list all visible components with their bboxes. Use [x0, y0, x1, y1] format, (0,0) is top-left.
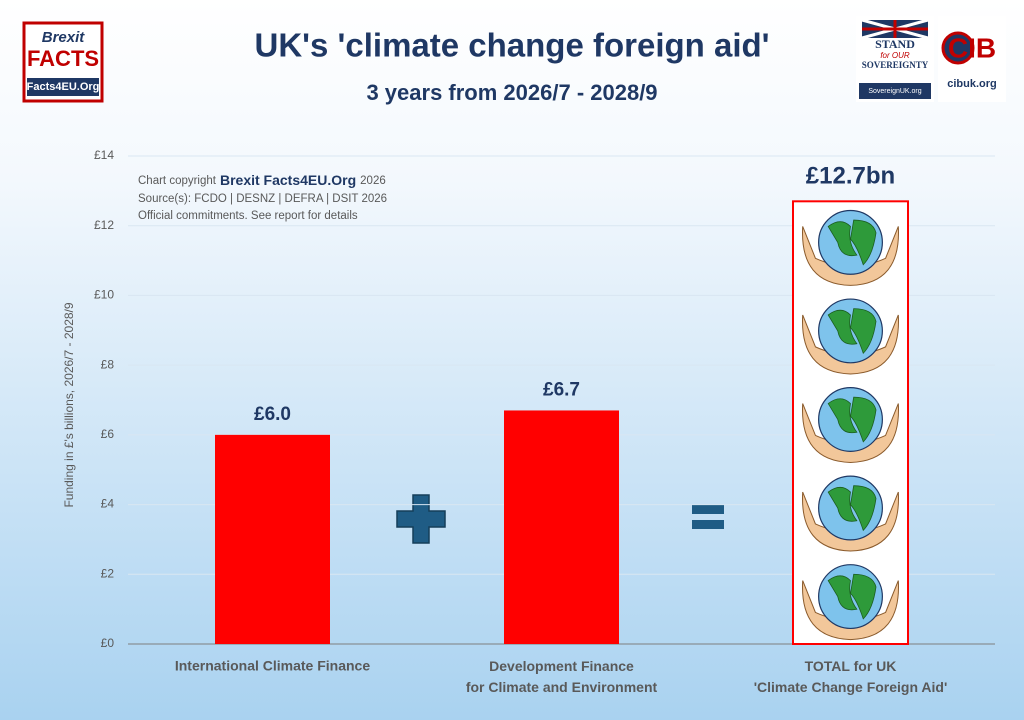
logo-band [27, 78, 99, 96]
chart-subtitle: 3 years from 2026/7 - 2028/9 [366, 80, 657, 105]
chart-title: UK's 'climate change foreign aid' [255, 27, 770, 64]
copyright-brand: Brexit Facts4EU.Org [220, 172, 356, 188]
sovereignty-logo: STAND for OUR SOVEREIGNTY SovereignUK.or… [856, 16, 934, 102]
continent [827, 396, 877, 443]
y-tick-label: £2 [101, 566, 115, 580]
y-tick-label: £10 [94, 288, 114, 302]
logo-band [859, 83, 931, 99]
logo-text: Facts4EU.Org [27, 81, 100, 93]
value-label: £12.7bn [806, 163, 895, 190]
y-axis-label: Funding in £'s billions, 2026/7 - 2028/9 [62, 302, 76, 507]
note: Official commitments. See report for det… [138, 210, 358, 222]
plus-sign [396, 494, 446, 544]
logo-text: CIB [948, 32, 996, 63]
logo-circle [941, 31, 975, 65]
continent [827, 219, 877, 266]
logo-text: Brexit [42, 29, 86, 46]
continent [827, 573, 877, 620]
y-tick-label: £14 [94, 148, 114, 162]
brexit-facts-logo: Brexit FACTS Facts4EU.Org [22, 21, 104, 103]
value-label: £6.7 [543, 379, 580, 400]
continent [827, 308, 877, 354]
bar [504, 410, 619, 644]
y-tick-label: £6 [101, 427, 115, 441]
x-tick-label: Development Finance for Climate and Envir… [466, 658, 658, 695]
copyright: Chart copyright Brexit Facts4EU.Org 2026 [138, 172, 386, 188]
y-tick-label: £8 [101, 357, 115, 371]
logo-text: FACTS [27, 46, 99, 71]
logo-text: cibuk.org [947, 78, 997, 90]
logo-text: for OUR [880, 51, 910, 60]
y-tick-label: £12 [94, 218, 114, 232]
continent [827, 485, 877, 532]
cib-logo: CIB cibuk.org [938, 16, 1006, 102]
x-tick-label: International Climate Finance [175, 658, 370, 674]
logo-text: STAND [875, 37, 915, 51]
globe-decoration [802, 209, 899, 641]
y-tick-label: £0 [101, 636, 115, 650]
sources: Source(s): FCDO | DESNZ | DEFRA | DSIT 2… [138, 193, 387, 205]
copyright-text: Chart copyright [138, 175, 217, 187]
copyright-text: 2026 [360, 175, 386, 187]
bar [215, 434, 330, 644]
equals-sign [692, 520, 724, 529]
value-label: £6.0 [254, 404, 291, 425]
equals-sign [692, 505, 724, 514]
logo-text: SovereignUK.org [868, 88, 921, 95]
logo-flag-cross [862, 20, 928, 38]
logo-text: SOVEREIGNTY [862, 60, 929, 70]
x-tick-label: TOTAL for UK 'Climate Change Foreign Aid' [754, 658, 948, 695]
y-tick-label: £4 [101, 497, 115, 511]
